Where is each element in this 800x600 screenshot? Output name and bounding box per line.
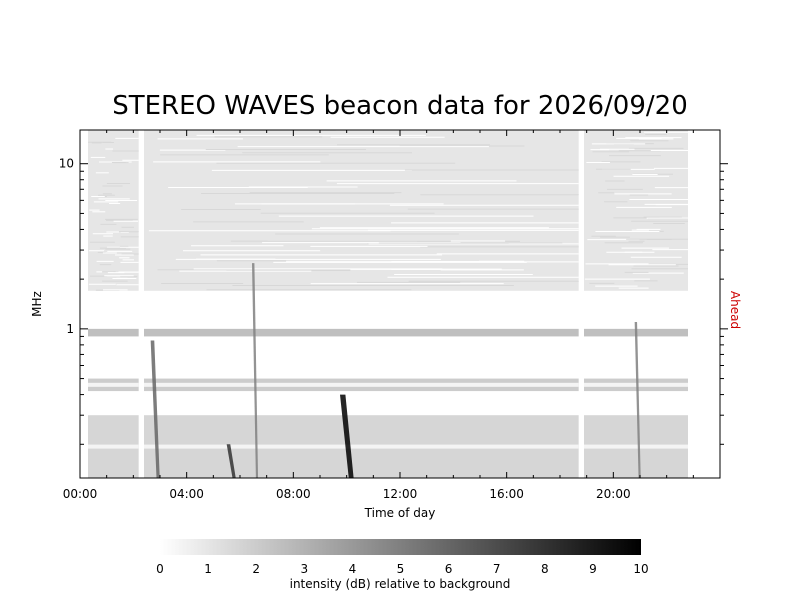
- colorbar-tick-label: 3: [300, 562, 308, 576]
- x-tick-label: 00:00: [63, 487, 98, 501]
- radio-burst-2: [252, 263, 259, 478]
- colorbar-tick-label: 9: [589, 562, 597, 576]
- colorbar-tick-label: 10: [633, 562, 648, 576]
- colorbar-tick-label: 6: [445, 562, 453, 576]
- radio-burst-4: [634, 322, 641, 478]
- band-1-segment-0: [88, 328, 139, 337]
- band-0-segment-1: [144, 130, 579, 291]
- radio-burst-3: [340, 394, 354, 478]
- x-tick-label: 16:00: [489, 487, 524, 501]
- y-tick-label: 10: [59, 157, 74, 171]
- colorbar-tick-label: 7: [493, 562, 501, 576]
- colorbar-tick-label: 2: [252, 562, 260, 576]
- y-tick-label: 1: [66, 322, 74, 336]
- colorbar-tick-label: 8: [541, 562, 549, 576]
- colorbar-tick-label: 5: [397, 562, 405, 576]
- y-axis-label: MHz: [30, 291, 44, 317]
- band-2-core-1: [144, 382, 579, 387]
- colorbar-ticks: 0 1 2 3 4 5 6 7 8 9 10: [156, 562, 648, 576]
- band-0-segment-2: [584, 130, 688, 291]
- y-axis: 1 10: [59, 157, 728, 445]
- band-2-core-2: [584, 382, 688, 387]
- radio-burst-0: [150, 340, 160, 478]
- chart-title: STEREO WAVES beacon data for 2026/09/20: [112, 91, 688, 121]
- band-2-core-0: [88, 382, 139, 387]
- colorbar-tick-label: 4: [349, 562, 357, 576]
- x-tick-label: 04:00: [169, 487, 204, 501]
- colorbar: [160, 539, 641, 555]
- x-tick-label: 20:00: [596, 487, 631, 501]
- colorbar-tick-label: 1: [204, 562, 212, 576]
- radio-burst-1: [226, 444, 236, 478]
- x-tick-label: 08:00: [276, 487, 311, 501]
- spacecraft-label: Ahead: [728, 291, 742, 329]
- band-3-core-0: [88, 444, 139, 449]
- colorbar-label: intensity (dB) relative to background: [290, 577, 511, 591]
- x-axis: 00:00 04:00 08:00 12:00 16:00 20:00: [63, 130, 694, 501]
- colorbar-tick-label: 0: [156, 562, 164, 576]
- x-axis-label: Time of day: [364, 506, 436, 520]
- band-3-core-1: [144, 444, 579, 449]
- band-1-segment-1: [144, 328, 579, 337]
- spectrogram-plot: [88, 129, 688, 478]
- x-tick-label: 12:00: [383, 487, 418, 501]
- band-3-core-2: [584, 444, 688, 449]
